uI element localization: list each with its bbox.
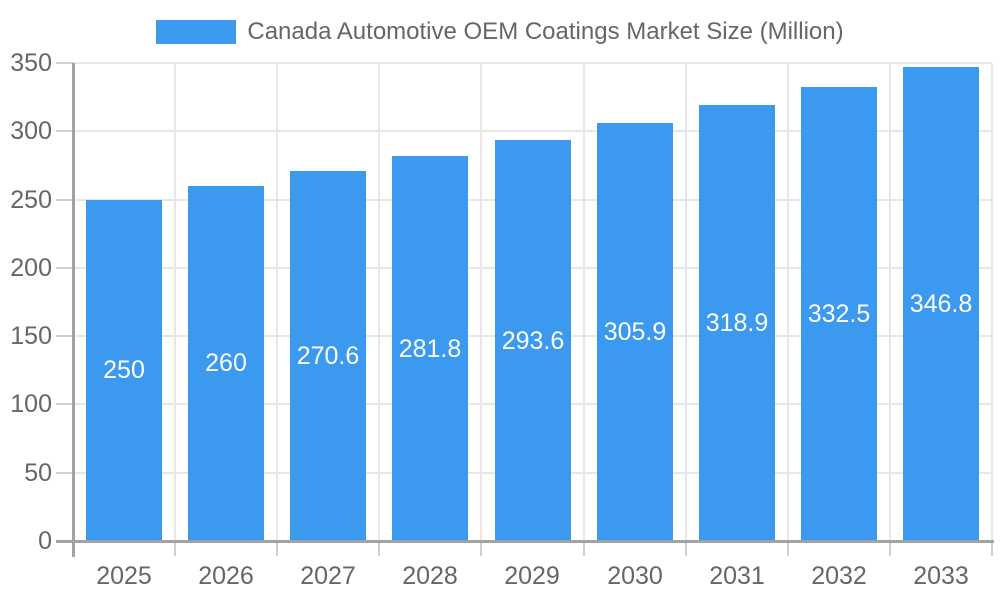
x-axis-tick (889, 541, 891, 556)
bar[interactable] (597, 123, 673, 541)
x-axis-label: 2027 (300, 562, 356, 590)
x-axis-tick (685, 541, 687, 556)
x-gridline (787, 63, 789, 541)
x-axis-label: 2033 (913, 562, 969, 590)
y-axis-tick (56, 403, 73, 405)
bar[interactable] (495, 140, 571, 541)
bar-value-label: 270.6 (296, 342, 360, 370)
bar[interactable] (188, 186, 264, 541)
bar-value-label: 318.9 (705, 309, 769, 337)
y-gridline (73, 62, 992, 64)
bar[interactable] (699, 105, 775, 541)
bar-value-label: 346.8 (909, 290, 973, 318)
x-axis-tick (174, 541, 176, 556)
x-gridline (480, 63, 482, 541)
y-axis-tick (56, 267, 73, 269)
x-axis-line (56, 540, 994, 543)
legend-item[interactable]: Canada Automotive OEM Coatings Market Si… (0, 18, 1000, 45)
x-axis-label: 2030 (607, 562, 663, 590)
y-axis-line (72, 63, 75, 557)
y-axis-label: 100 (10, 390, 52, 418)
x-axis-tick (787, 541, 789, 556)
bar[interactable] (903, 67, 979, 541)
x-gridline (378, 63, 380, 541)
y-axis-label: 50 (24, 459, 52, 487)
y-axis-label: 300 (10, 117, 52, 145)
x-gridline (174, 63, 176, 541)
legend-swatch (156, 20, 237, 44)
bar[interactable] (86, 200, 162, 541)
x-axis-label: 2031 (709, 562, 765, 590)
x-axis-label: 2025 (96, 562, 152, 590)
x-axis-tick (583, 541, 585, 556)
x-gridline (889, 63, 891, 541)
bar[interactable] (290, 171, 366, 541)
x-gridline (276, 63, 278, 541)
y-axis-tick (56, 62, 73, 64)
bar-value-label: 281.8 (398, 335, 462, 363)
bar-value-label: 305.9 (603, 318, 667, 346)
x-axis-tick (991, 541, 993, 556)
y-axis-tick (56, 130, 73, 132)
bar-value-label: 293.6 (501, 327, 565, 355)
x-axis-label: 2032 (811, 562, 867, 590)
bar-value-label: 250 (103, 356, 145, 384)
y-axis-tick (56, 199, 73, 201)
y-gridline (73, 130, 992, 132)
legend-label: Canada Automotive OEM Coatings Market Si… (247, 18, 844, 45)
x-axis-tick (480, 541, 482, 556)
bar[interactable] (801, 87, 877, 541)
bar-value-label: 260 (205, 349, 247, 377)
y-axis-label: 250 (10, 186, 52, 214)
y-axis-label: 200 (10, 254, 52, 282)
x-axis-label: 2028 (402, 562, 458, 590)
x-axis-tick (276, 541, 278, 556)
x-axis-label: 2029 (504, 562, 560, 590)
y-axis-label: 0 (38, 527, 52, 555)
y-axis-tick (56, 472, 73, 474)
x-gridline (583, 63, 585, 541)
y-axis-label: 150 (10, 322, 52, 350)
x-axis-tick (378, 541, 380, 556)
bar[interactable] (392, 156, 468, 541)
y-axis-label: 350 (10, 49, 52, 77)
x-axis-label: 2026 (198, 562, 254, 590)
x-gridline (685, 63, 687, 541)
y-axis-tick (56, 335, 73, 337)
x-gridline (991, 63, 993, 541)
bar-value-label: 332.5 (807, 300, 871, 328)
